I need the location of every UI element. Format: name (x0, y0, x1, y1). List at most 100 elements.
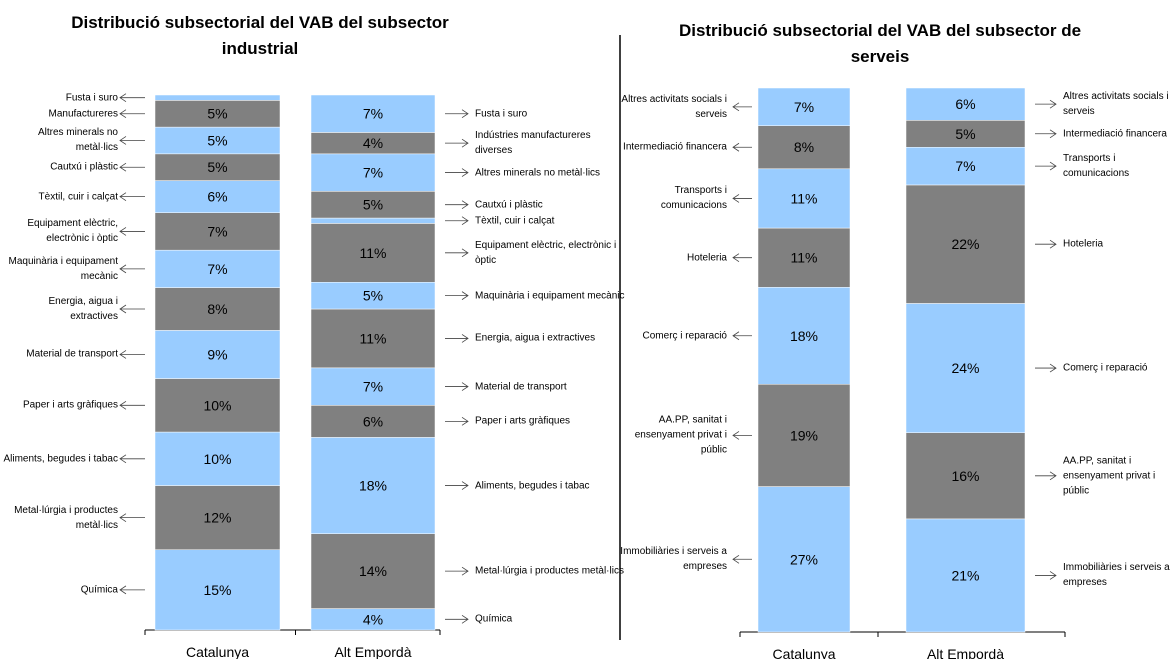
bar-segment (154, 153, 281, 181)
label-arrow (732, 102, 752, 112)
bar-segment (310, 217, 436, 224)
segment-label: Manufactureres (48, 108, 118, 120)
bar-segment (310, 533, 436, 609)
label-arrow (732, 253, 752, 262)
segment-label: Comerç i reparació (1063, 362, 1148, 374)
bar-segment (310, 308, 436, 369)
value-label: 18% (359, 478, 387, 494)
label-arrow (445, 168, 469, 177)
chart-title: Distribució subsectorial del VAB del sub… (678, 21, 1082, 66)
label-arrow (1035, 99, 1057, 109)
bar-segment (310, 191, 436, 219)
value-label: 8% (794, 139, 814, 155)
segment-label: Fusta i suro (475, 108, 528, 120)
label-arrow (119, 400, 145, 410)
value-label: 7% (955, 158, 975, 174)
bar-segment (757, 87, 851, 126)
value-label: 4% (363, 135, 383, 151)
segment-label: Paper i arts gràfiques (475, 415, 571, 427)
value-label: 10% (203, 451, 231, 467)
bar-segment (757, 383, 851, 487)
label-arrow (119, 513, 145, 522)
value-label: 15% (203, 582, 231, 598)
segment-label: Immobiliàries i serveis a empreses (620, 546, 727, 573)
segment-label: Aliments, begudes i tabac (475, 480, 590, 492)
value-label: 7% (794, 99, 814, 115)
value-label: 9% (207, 346, 227, 362)
label-arrow (445, 109, 469, 119)
label-arrow (732, 142, 752, 152)
label-arrow (119, 227, 145, 236)
label-arrow (445, 417, 469, 426)
label-arrow (445, 248, 469, 258)
label-arrow (119, 264, 145, 274)
value-label: 7% (207, 261, 227, 277)
segment-label: Altres minerals no metàl·lics (475, 167, 601, 179)
segment-label: Cautxú i plàstic (50, 161, 118, 173)
segment-label: Aliments, begudes i tabac (3, 453, 118, 465)
label-arrow (119, 192, 145, 201)
bar-segment (905, 184, 1026, 304)
segment-label: Altres minerals no metàl·lics (37, 127, 118, 154)
label-arrow (119, 93, 145, 103)
bar-segment (154, 485, 281, 550)
label-arrow (1035, 239, 1057, 249)
label-arrow (732, 194, 752, 203)
bar-segment (154, 94, 281, 101)
segment-label: Equipament elèctric, electrònic i òptic (27, 218, 118, 245)
label-arrow (732, 554, 752, 564)
bar-segment (310, 437, 436, 534)
segment-label: Transports i comunicacions (660, 185, 727, 212)
segment-label: Comerç i reparació (642, 330, 727, 342)
bar-segment (310, 153, 436, 192)
bar-segment (905, 432, 1026, 520)
segment-label: Altres activitats socials i serveis (1063, 91, 1169, 118)
label-arrow (445, 138, 469, 148)
segment-label: Hoteleria (1063, 238, 1104, 250)
segment-label: Fusta i suro (65, 92, 118, 104)
value-label: 5% (207, 106, 227, 122)
category-label: Catalunya (772, 646, 836, 659)
value-label: 6% (955, 96, 975, 112)
category-label: Alt Empordà (334, 644, 412, 659)
label-arrow (445, 614, 469, 624)
value-label: 16% (951, 468, 979, 484)
segment-label: AA.PP, sanitat i ensenyament privat i pú… (1063, 455, 1156, 497)
chart-title: Distribució subsectorial del VAB del sub… (71, 13, 449, 58)
bar-segment (154, 180, 281, 213)
value-label: 11% (360, 245, 387, 261)
value-label: 18% (790, 328, 818, 344)
segment-label: Cautxú i plàstic (475, 199, 543, 211)
segment-label: Material de transport (26, 348, 118, 360)
label-arrow (445, 200, 469, 210)
segment-label: Paper i arts gràfiques (22, 399, 118, 411)
bar-segment (757, 125, 851, 170)
value-label: 7% (363, 379, 383, 395)
label-arrow (445, 291, 469, 300)
bar-segment (310, 223, 436, 283)
bar-segment (154, 100, 281, 128)
label-arrow (119, 304, 145, 314)
segment-label: Maquinària i equipament mecànic (8, 255, 118, 282)
value-label: 11% (791, 250, 818, 266)
bar-segment (757, 168, 851, 229)
label-arrow (445, 481, 469, 490)
value-label: 27% (790, 551, 818, 567)
value-label: 6% (363, 413, 383, 429)
value-label: 7% (207, 223, 227, 239)
value-label: 11% (791, 190, 818, 206)
value-label: 5% (955, 126, 975, 142)
label-arrow (119, 162, 145, 172)
bar-segment (905, 303, 1026, 433)
label-arrow (119, 585, 145, 595)
category-label: Alt Empordà (926, 646, 1005, 659)
bar-segment (310, 405, 436, 438)
segment-label: Material de transport (475, 381, 567, 393)
value-label: 22% (951, 236, 979, 252)
segment-label: Energia, aigua i extractives (48, 296, 119, 322)
bar-segment (757, 287, 851, 385)
segment-label: Tèxtil, cuir i calçat (38, 191, 118, 203)
label-arrow (1035, 571, 1057, 580)
